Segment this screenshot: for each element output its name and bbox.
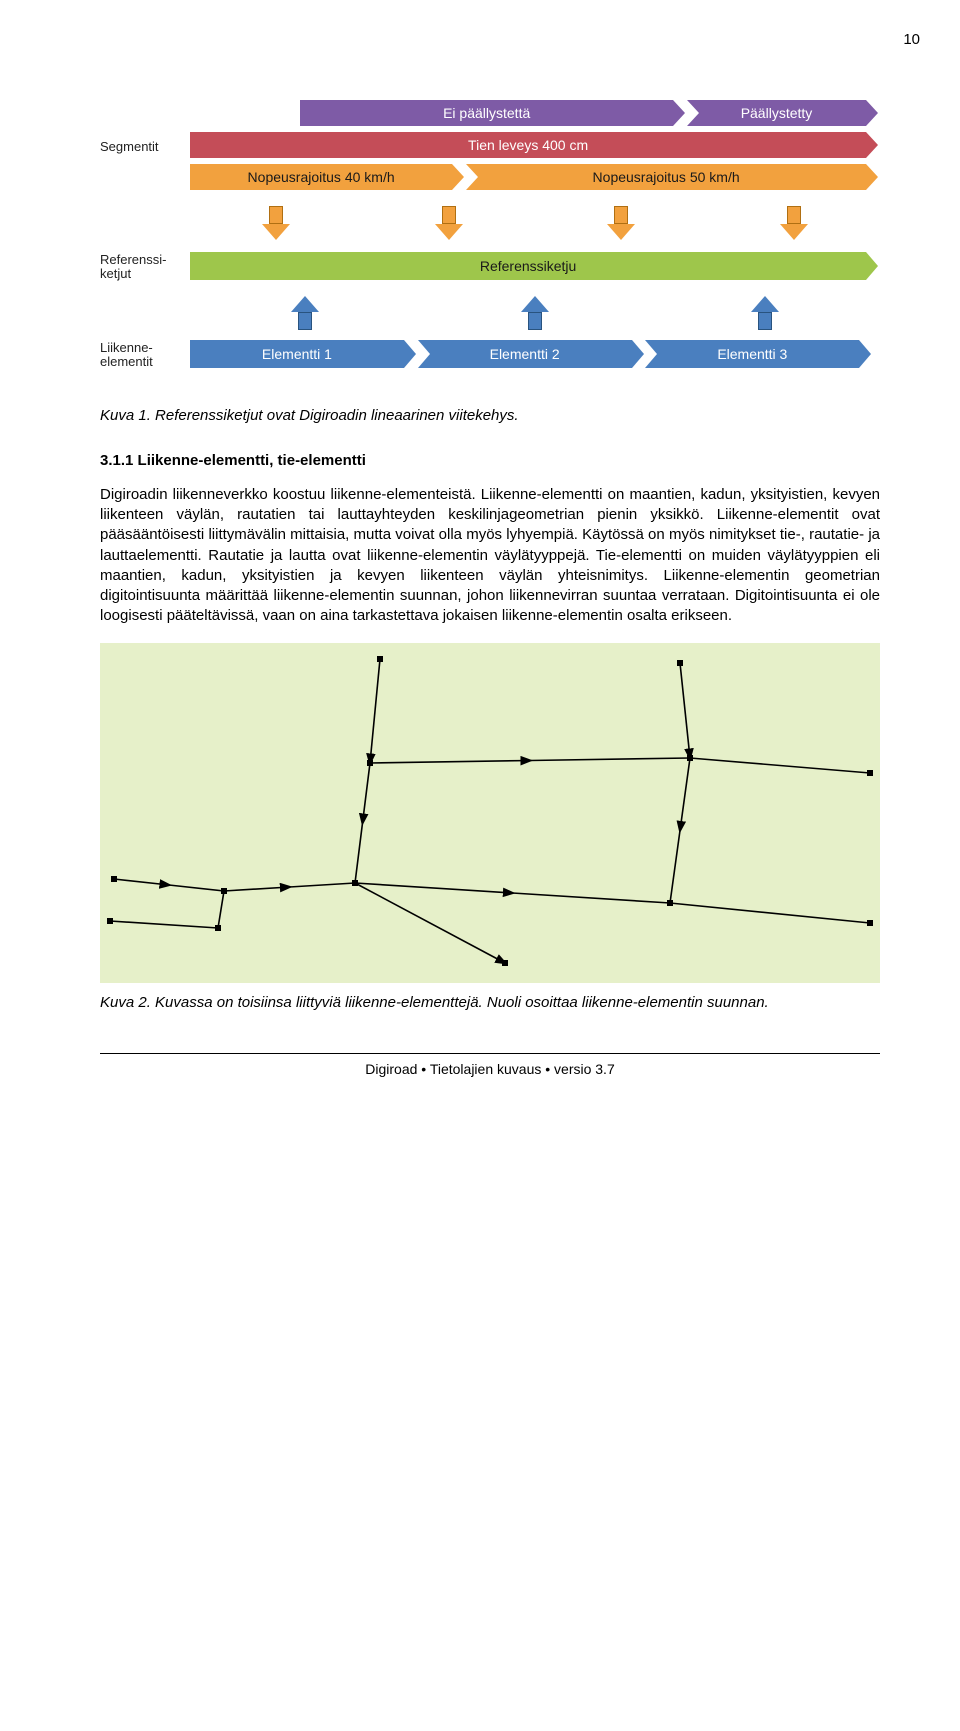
segment-bar: Nopeusrajoitus 40 km/h: [190, 164, 452, 190]
up-arrow-icon: [751, 294, 779, 330]
footer: Digiroad • Tietolajien kuvaus • versio 3…: [100, 1053, 880, 1079]
down-arrow-icon: [780, 206, 808, 242]
segments-bars: Ei päällystettä Päällystetty Tien leveys 4…: [190, 100, 880, 194]
refchain-bar: Referenssiketju: [190, 252, 866, 280]
figure-2: [100, 643, 880, 983]
elements-label: Liikenne-elementit: [100, 341, 190, 370]
segments-label: Segmentit: [100, 140, 190, 154]
down-arrow-icon: [435, 206, 463, 242]
up-arrow-icon: [521, 294, 549, 330]
element-bar: Elementti 3: [645, 340, 859, 368]
down-arrows: [190, 198, 880, 252]
element-bars-row: Elementti 1 Elementti 2 Elementti 3: [190, 340, 880, 370]
down-arrow-icon: [262, 206, 290, 242]
segment-bar: Päällystetty: [687, 100, 866, 126]
page-number: 10: [100, 30, 920, 50]
segment-bar: Tien leveys 400 cm: [190, 132, 866, 158]
refchain-bar-row: Referenssiketju: [190, 252, 880, 282]
up-arrow-icon: [291, 294, 319, 330]
up-arrows: [190, 286, 880, 340]
figure-1-caption: Kuva 1. Referenssiketjut ovat Digiroadin…: [100, 406, 880, 426]
segment-bar: Nopeusrajoitus 50 km/h: [466, 164, 866, 190]
body-text: Digiroadin liikenneverkko koostuu liiken…: [100, 485, 880, 627]
section-heading: 3.1.1 Liikenne-elementti, tie-elementti: [100, 451, 880, 471]
element-bar: Elementti 2: [418, 340, 632, 368]
down-arrow-icon: [607, 206, 635, 242]
refchain-label: Referenssi-ketjut: [100, 253, 190, 282]
figure-1: Segmentit Ei päällystettä Päällystetty Tie…: [100, 100, 880, 370]
segment-bar: Ei päällystettä: [300, 100, 673, 126]
figure-2-caption: Kuva 2. Kuvassa on toisiinsa liittyviä l…: [100, 993, 880, 1013]
element-bar: Elementti 1: [190, 340, 404, 368]
